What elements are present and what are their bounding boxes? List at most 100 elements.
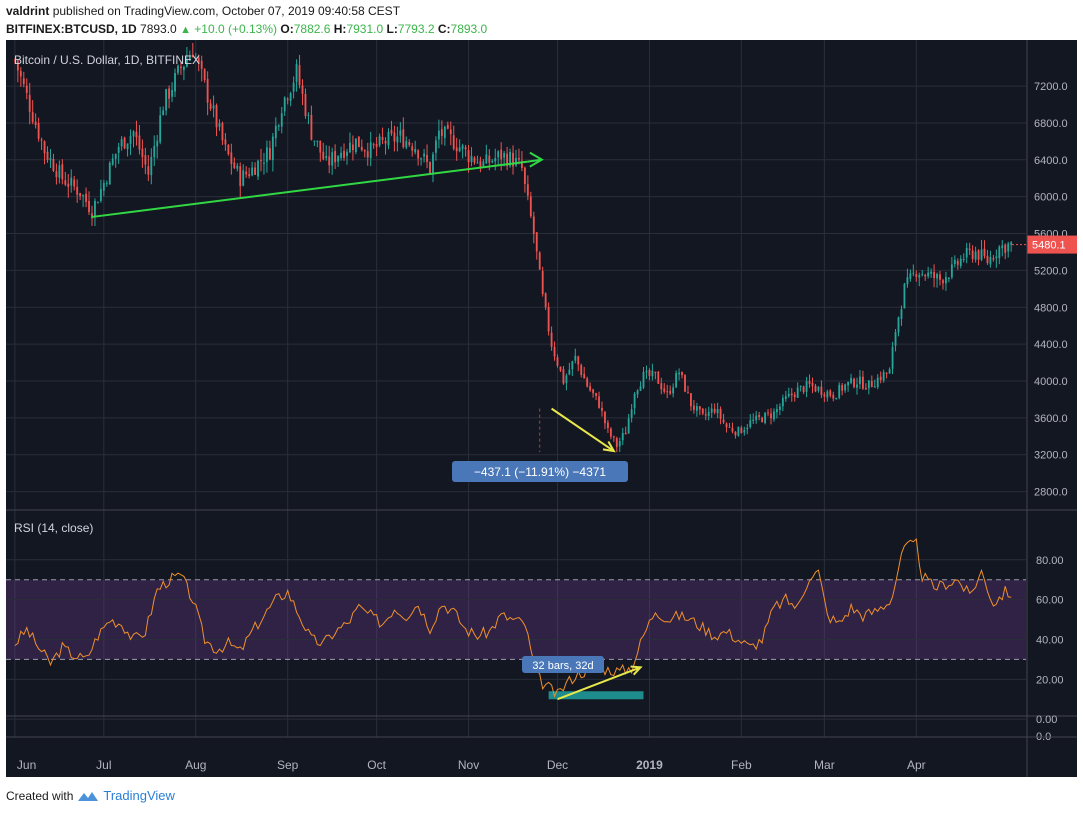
up-triangle-icon: ▲ xyxy=(180,24,191,36)
candle-body xyxy=(129,136,132,145)
candle-body xyxy=(497,151,500,158)
candle-body xyxy=(906,277,909,285)
close-value: 7893.0 xyxy=(450,22,488,36)
open-value: 7882.6 xyxy=(293,22,331,36)
candle-body xyxy=(357,136,360,148)
support-arrow-tail xyxy=(527,158,543,163)
created-with-text: Created with xyxy=(6,788,74,803)
candle-body xyxy=(974,251,977,260)
tradingview-brand[interactable]: TradingView xyxy=(103,788,175,803)
candle-body xyxy=(316,140,319,142)
candle-body xyxy=(440,129,443,136)
candle-body xyxy=(52,158,55,171)
candle-body xyxy=(369,142,372,159)
candle-body xyxy=(965,247,968,258)
candle-body xyxy=(586,378,589,387)
candle-body xyxy=(292,82,295,92)
candle-body xyxy=(939,274,941,280)
candle-body xyxy=(903,283,906,309)
candle-body xyxy=(286,99,289,101)
candle-body xyxy=(681,371,683,376)
candle-body xyxy=(713,408,716,413)
rsi-axis-label: 0.00 xyxy=(1036,714,1057,726)
candle-body xyxy=(31,112,34,122)
candle-body xyxy=(102,182,105,191)
chart-area[interactable]: −437.1 (−11.91%) −4371 Bitcoin / U.S. Dol… xyxy=(6,40,1077,777)
time-axis-label: Sep xyxy=(277,758,299,772)
candle-body xyxy=(372,144,375,146)
candle-body xyxy=(123,137,126,149)
rsi-axis-label: 40.00 xyxy=(1036,634,1064,646)
candle-body xyxy=(847,382,850,386)
candle-body xyxy=(841,385,844,391)
candle-body xyxy=(19,70,22,77)
candle-body xyxy=(707,411,710,416)
candle-body xyxy=(271,136,274,160)
candle-body xyxy=(22,78,25,85)
candle-body xyxy=(909,273,912,279)
candle-body xyxy=(197,57,200,63)
candle-body xyxy=(989,256,992,265)
candle-body xyxy=(767,412,769,414)
measure-label-box xyxy=(452,461,628,482)
candle-body xyxy=(491,161,494,163)
candle-body xyxy=(663,388,666,392)
candle-body xyxy=(381,137,384,140)
candle-body xyxy=(749,420,752,428)
candle-body xyxy=(977,250,980,260)
candle-body xyxy=(621,432,624,441)
candle-body xyxy=(435,140,437,153)
candle-body xyxy=(485,154,488,164)
candle-body xyxy=(307,114,310,116)
candle-body xyxy=(521,160,523,168)
candle-body xyxy=(268,148,271,160)
high-value: 7931.0 xyxy=(346,22,384,36)
candle-body xyxy=(218,123,221,127)
candle-body xyxy=(429,162,431,174)
author-name[interactable]: valdrint xyxy=(6,4,50,18)
candle-body xyxy=(574,355,577,361)
candle-body xyxy=(695,406,698,411)
candle-body xyxy=(518,157,520,160)
chart-canvas[interactable]: −437.1 (−11.91%) −4371 Bitcoin / U.S. Dol… xyxy=(6,40,1077,777)
rsi-band xyxy=(6,579,1026,660)
price-axis-label: 6000.0 xyxy=(1034,192,1068,204)
candle-body xyxy=(758,415,761,417)
symbol-line: BITFINEX:BTCUSD, 1D 7893.0 ▲ +10.0 (+0.1… xyxy=(6,22,487,36)
rsi-title: RSI (14, close) xyxy=(14,521,93,535)
candle-body xyxy=(773,411,775,420)
candle-body xyxy=(618,441,621,447)
candle-body xyxy=(34,121,37,126)
candle-body xyxy=(565,375,568,384)
candle-body xyxy=(337,156,340,162)
candle-body xyxy=(704,414,707,416)
candle-body xyxy=(870,381,873,387)
candle-body xyxy=(390,130,393,134)
candle-body xyxy=(690,393,692,407)
candle-body xyxy=(838,384,841,398)
candle-body xyxy=(725,423,728,428)
candle-body xyxy=(165,89,168,111)
candle-body xyxy=(245,171,248,175)
time-axis-label: Apr xyxy=(907,758,926,772)
candle-body xyxy=(859,376,861,384)
candle-body xyxy=(150,157,153,176)
candle-body xyxy=(853,378,855,388)
footer: Created with TradingView xyxy=(6,788,175,803)
candle-body xyxy=(936,274,938,279)
candle-body xyxy=(452,135,455,149)
candle-body xyxy=(921,273,924,275)
candle-body xyxy=(515,157,517,166)
candle-body xyxy=(734,431,737,436)
candle-body xyxy=(592,389,595,394)
candle-body xyxy=(698,406,701,410)
candle-body xyxy=(408,142,411,145)
price-axis-label: 2800.0 xyxy=(1034,487,1068,499)
candle-body xyxy=(263,162,265,164)
candle-body xyxy=(544,293,547,308)
time-axis-label: Oct xyxy=(367,758,386,772)
candle-body xyxy=(657,371,660,384)
candle-body xyxy=(331,152,334,166)
candle-body xyxy=(722,419,725,423)
candle-body xyxy=(449,129,452,135)
